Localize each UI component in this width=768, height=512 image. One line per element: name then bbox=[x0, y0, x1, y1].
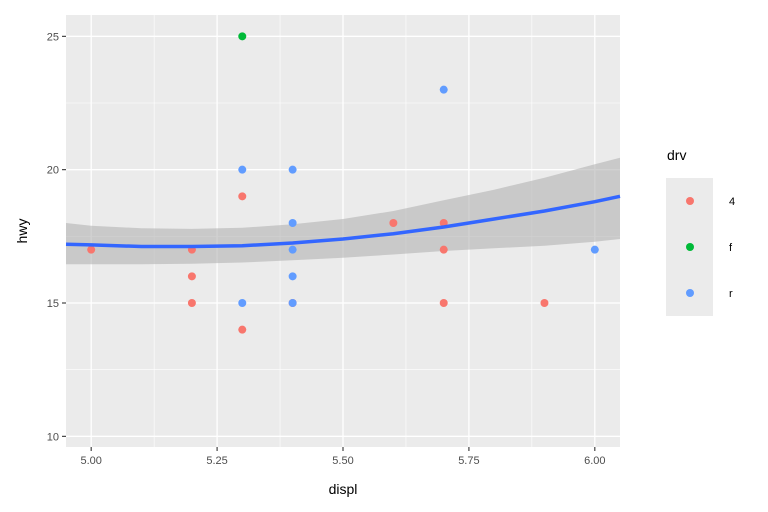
x-tick-label: 5.00 bbox=[80, 455, 101, 467]
data-point-4 bbox=[238, 192, 247, 201]
data-point-r bbox=[288, 245, 297, 254]
y-tick-label: 25 bbox=[47, 31, 59, 43]
data-point-4 bbox=[389, 219, 398, 227]
x-tick-label: 5.75 bbox=[458, 455, 479, 467]
data-point-r bbox=[238, 299, 247, 307]
y-tick-label: 15 bbox=[47, 298, 59, 310]
data-point-4 bbox=[439, 245, 448, 254]
data-point-4 bbox=[238, 325, 247, 334]
legend-key-r bbox=[686, 289, 694, 297]
data-point-4 bbox=[87, 245, 96, 254]
legend-key-4 bbox=[686, 197, 694, 205]
legend-key-f bbox=[686, 243, 694, 251]
data-point-f bbox=[238, 32, 247, 41]
y-axis-title: hwy bbox=[14, 219, 30, 244]
legend-label-f: f bbox=[729, 242, 733, 254]
data-point-4 bbox=[187, 272, 196, 281]
y-tick-label: 10 bbox=[47, 431, 59, 443]
smooth-confidence-band bbox=[66, 157, 620, 265]
data-point-4 bbox=[439, 299, 448, 307]
data-point-r bbox=[288, 272, 297, 281]
x-tick-label: 6.00 bbox=[584, 455, 605, 467]
legend: drv 4 f r bbox=[666, 147, 735, 316]
smooth-line bbox=[65, 194, 621, 249]
data-point-r bbox=[288, 165, 297, 174]
x-axis-title: displ bbox=[329, 481, 358, 497]
data-point-r bbox=[238, 165, 247, 174]
x-tick-label: 5.25 bbox=[206, 455, 227, 467]
data-point-r bbox=[439, 85, 448, 94]
data-point-r bbox=[590, 245, 599, 254]
y-tick-label: 20 bbox=[47, 165, 59, 177]
plot-marks bbox=[65, 32, 621, 334]
legend-label-4: 4 bbox=[729, 196, 735, 208]
data-point-4 bbox=[187, 299, 196, 307]
x-tick-label: 5.50 bbox=[332, 455, 353, 467]
legend-label-r: r bbox=[729, 288, 733, 300]
data-point-r bbox=[288, 219, 297, 227]
legend-title: drv bbox=[667, 147, 686, 163]
data-point-r bbox=[288, 299, 297, 307]
data-point-4 bbox=[540, 299, 549, 307]
plot-axes: displ hwy 5.00 5.25 5.50 5.75 6.00 10 15 20 25 bbox=[14, 31, 606, 497]
